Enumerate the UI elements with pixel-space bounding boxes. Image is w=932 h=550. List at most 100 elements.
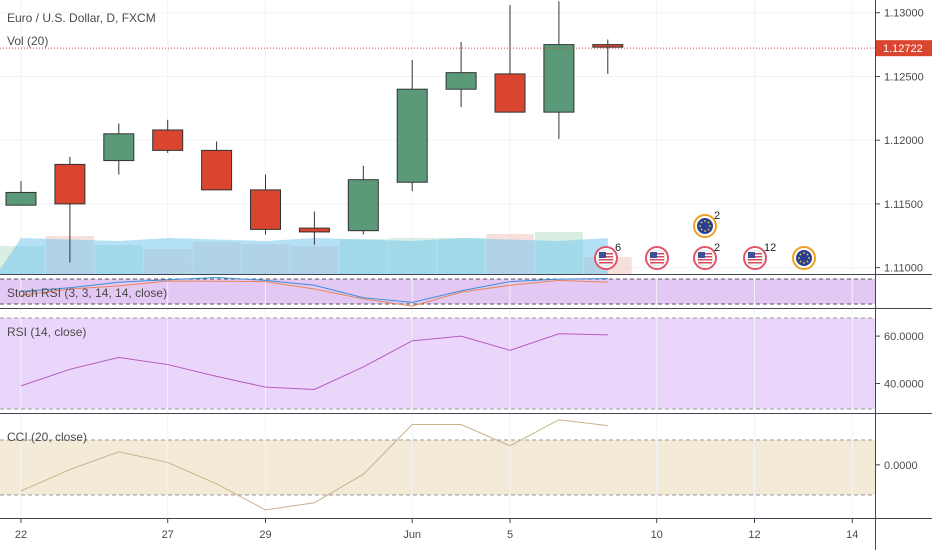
badge-star bbox=[704, 220, 706, 222]
badge-star bbox=[803, 262, 805, 264]
badge-star bbox=[700, 228, 703, 231]
candle-body bbox=[201, 149, 233, 191]
badge-canton bbox=[748, 252, 755, 258]
candle-body bbox=[445, 72, 477, 90]
time-tick-label: 22 bbox=[15, 529, 27, 541]
badge-star bbox=[799, 260, 802, 263]
cci-tick-label: 0.0000 bbox=[884, 460, 918, 472]
price-tick-label: 1.11500 bbox=[884, 199, 923, 211]
candle bbox=[201, 141, 233, 191]
stoch-rsi-pane bbox=[0, 277, 875, 307]
badge-stripe bbox=[599, 262, 613, 264]
candle-body bbox=[103, 133, 135, 162]
us-flag-icon[interactable]: 2 bbox=[693, 242, 720, 270]
stoch-rsi-label: Stoch RSI (3, 3, 14, 14, close) bbox=[7, 286, 167, 300]
candle-body bbox=[494, 73, 526, 113]
candle bbox=[250, 174, 281, 235]
candle-body bbox=[250, 189, 281, 230]
volume-label: Vol (20) bbox=[7, 34, 48, 48]
chart-title: Euro / U.S. Dollar, D, FXCM bbox=[7, 11, 156, 25]
badge-count: 2 bbox=[714, 242, 720, 254]
last-price-tag bbox=[876, 40, 932, 57]
badge-star bbox=[799, 253, 802, 256]
badge-star bbox=[798, 257, 800, 259]
candle bbox=[298, 211, 330, 245]
candle bbox=[5, 180, 37, 206]
candle-body bbox=[396, 88, 428, 183]
rsi-band bbox=[0, 318, 875, 409]
rsi-line bbox=[20, 333, 608, 390]
candle bbox=[494, 5, 526, 113]
volume-average-area bbox=[0, 238, 608, 274]
rsi-tick-label: 60.0000 bbox=[884, 331, 924, 343]
badge-count: 12 bbox=[764, 242, 776, 254]
badge-canton bbox=[599, 252, 606, 258]
event-badges[interactable]: 6 2 12 2 bbox=[594, 210, 816, 270]
cci-pane: 0.0000 bbox=[0, 419, 918, 511]
last-price-label: 1.12722 bbox=[883, 43, 923, 55]
time-tick-label: 29 bbox=[259, 529, 271, 541]
badge-stripe bbox=[748, 262, 762, 264]
time-tick-label: 27 bbox=[162, 529, 174, 541]
time-tick-label: Jun bbox=[403, 529, 421, 541]
badge-count: 6 bbox=[615, 242, 621, 254]
badge-star bbox=[704, 230, 706, 232]
price-tick-label: 1.11000 bbox=[884, 263, 923, 275]
candle-body bbox=[152, 129, 184, 151]
rsi-label: RSI (14, close) bbox=[7, 325, 86, 339]
price-tick-label: 1.13000 bbox=[884, 8, 924, 20]
eu-flag-icon[interactable]: 2 bbox=[693, 210, 720, 238]
badge-stripe bbox=[599, 259, 613, 261]
badge-stripe bbox=[650, 259, 664, 261]
us-flag-icon[interactable] bbox=[645, 246, 669, 270]
badge-star bbox=[803, 252, 805, 254]
stoch-d-line bbox=[20, 279, 608, 307]
eu-flag-icon[interactable] bbox=[792, 246, 816, 270]
badge-star bbox=[699, 225, 701, 227]
candle-body bbox=[5, 191, 37, 206]
badge-star bbox=[806, 253, 809, 256]
volume-bars bbox=[0, 232, 632, 274]
candle bbox=[592, 39, 624, 74]
candle-body bbox=[298, 227, 330, 233]
cci-label: CCI (20, close) bbox=[7, 430, 87, 444]
candle bbox=[347, 165, 379, 235]
candle bbox=[543, 1, 575, 139]
candle bbox=[445, 42, 477, 108]
badge-star bbox=[808, 257, 810, 259]
time-tick-label: 5 bbox=[507, 529, 513, 541]
badge-star bbox=[707, 228, 710, 231]
rsi-tick-label: 40.0000 bbox=[884, 379, 924, 391]
stoch-k-line bbox=[20, 277, 608, 303]
time-tick-label: 10 bbox=[651, 529, 663, 541]
last-price-line: 1.12722 bbox=[0, 40, 932, 57]
candle-body bbox=[592, 44, 624, 48]
badge-canton bbox=[698, 252, 705, 258]
badge-star bbox=[707, 221, 710, 224]
candle-body bbox=[543, 44, 575, 113]
candle bbox=[396, 59, 428, 192]
candle-body bbox=[54, 163, 86, 205]
pane-backgrounds bbox=[0, 279, 875, 495]
price-tick-label: 1.12500 bbox=[884, 71, 924, 83]
candle-body bbox=[347, 179, 379, 232]
cci-band bbox=[0, 440, 875, 495]
price-tick-label: 1.12000 bbox=[884, 135, 924, 147]
badge-star bbox=[700, 221, 703, 224]
badge-canton bbox=[650, 252, 657, 258]
badge-stripe bbox=[748, 259, 762, 261]
cci-line bbox=[20, 419, 608, 511]
badge-star bbox=[709, 225, 711, 227]
us-flag-icon[interactable]: 6 bbox=[594, 242, 621, 270]
candle bbox=[152, 119, 184, 153]
badge-stripe bbox=[650, 262, 664, 264]
candles bbox=[5, 1, 624, 263]
candle bbox=[54, 156, 86, 263]
rsi-pane: 60.0000 40.0000 bbox=[0, 317, 924, 410]
us-flag-icon[interactable]: 12 bbox=[743, 242, 776, 270]
time-tick-label: 12 bbox=[748, 529, 760, 541]
time-tick-label: 14 bbox=[846, 529, 858, 541]
